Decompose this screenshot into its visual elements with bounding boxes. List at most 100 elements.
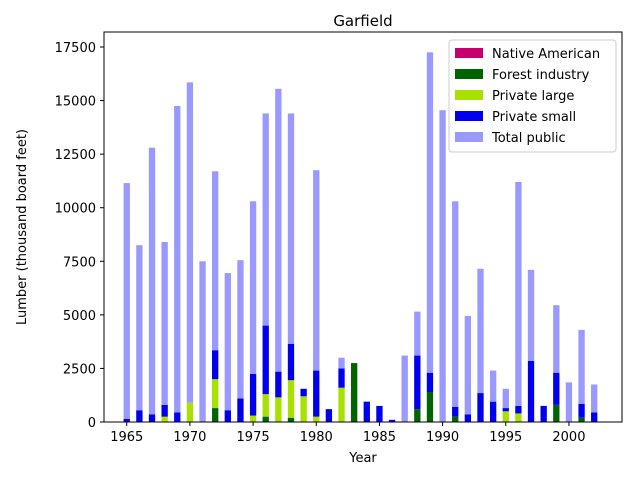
y-axis-label: Lumber (thousand board feet) xyxy=(15,129,30,325)
x-tick-label: 1990 xyxy=(426,430,459,445)
x-tick-label: 1995 xyxy=(489,430,522,445)
y-tick-label: 17500 xyxy=(55,41,96,56)
bar-forest-industry-1999 xyxy=(553,404,560,422)
bar-private-small-1977 xyxy=(275,371,282,398)
y-tick-label: 0 xyxy=(88,416,96,431)
y-tick-label: 12500 xyxy=(55,148,96,163)
bar-private-small-1973 xyxy=(224,410,231,422)
bar-private-small-1968 xyxy=(161,404,168,417)
y-tick-label: 7500 xyxy=(63,255,96,270)
bar-private-large-1976 xyxy=(262,394,269,417)
bar-private-small-1974 xyxy=(237,398,244,422)
bar-total-public-1969 xyxy=(174,105,181,413)
bar-total-public-1990 xyxy=(439,110,446,422)
bar-private-small-1994 xyxy=(489,401,497,422)
bar-private-large-1975 xyxy=(249,415,257,422)
bar-forest-industry-1991 xyxy=(452,416,459,422)
bar-total-public-1966 xyxy=(136,245,143,411)
bar-private-small-2001 xyxy=(578,403,585,418)
bar-total-public-1973 xyxy=(224,273,231,411)
bar-private-large-1968 xyxy=(161,416,168,422)
legend-entry: Native American xyxy=(492,47,600,62)
bar-private-small-1975 xyxy=(249,373,257,416)
bar-private-small-2002 xyxy=(591,412,598,422)
bar-private-large-1996 xyxy=(515,413,522,422)
bar-total-public-1977 xyxy=(275,88,282,372)
legend: Native American Forest industry Private la… xyxy=(448,39,617,153)
bar-private-small-1991 xyxy=(452,407,459,417)
y-tick-label: 5000 xyxy=(63,309,96,324)
bar-private-large-1970 xyxy=(186,402,194,422)
bar-private-small-1979 xyxy=(300,388,307,397)
bar-total-public-2001 xyxy=(578,329,585,404)
bar-total-public-1991 xyxy=(452,201,459,407)
bar-private-large-1980 xyxy=(313,416,320,422)
bar-private-small-1995 xyxy=(502,408,509,412)
bar-private-small-1978 xyxy=(287,343,295,381)
x-tick-label: 1965 xyxy=(110,430,143,445)
legend-frame xyxy=(448,39,617,153)
bar-private-large-1978 xyxy=(287,380,295,418)
plot-frame xyxy=(103,31,623,423)
x-tick-label: 1975 xyxy=(237,430,270,445)
bar-private-small-1981 xyxy=(325,409,333,422)
bar-total-public-1980 xyxy=(313,170,320,371)
legend-swatch xyxy=(455,132,483,142)
bar-total-public-2002 xyxy=(591,384,598,413)
chart-title: Garfield xyxy=(333,12,392,30)
bar-private-large-1977 xyxy=(275,397,282,422)
bar-forest-industry-2001 xyxy=(578,417,585,422)
bar-private-small-1986 xyxy=(388,419,396,422)
bar-forest-industry-1989 xyxy=(426,392,434,422)
bar-private-small-1982 xyxy=(338,368,345,388)
bar-total-public-1999 xyxy=(553,305,560,373)
bar-forest-industry-1976 xyxy=(262,416,269,422)
bar-total-public-1996 xyxy=(515,182,522,406)
bar-private-large-1979 xyxy=(300,396,307,422)
bar-private-small-1980 xyxy=(313,370,320,417)
bar-forest-industry-1978 xyxy=(287,417,295,422)
y-tick-label: 2500 xyxy=(63,362,96,377)
legend-entry: Private large xyxy=(492,89,574,104)
bar-total-public-1967 xyxy=(148,147,156,415)
bar-total-public-1989 xyxy=(426,52,434,373)
legend-swatch xyxy=(455,90,483,100)
bar-private-small-1969 xyxy=(174,412,181,422)
bar-private-small-1967 xyxy=(148,414,156,422)
bar-private-small-1997 xyxy=(527,360,535,422)
bar-total-public-1972 xyxy=(212,171,219,351)
bar-total-public-1965 xyxy=(123,183,130,419)
y-tick-label: 15000 xyxy=(55,95,96,110)
bar-private-large-1972 xyxy=(212,379,219,409)
bar-total-public-2000 xyxy=(565,382,573,422)
bar-private-small-1989 xyxy=(426,372,434,392)
bar-total-public-1987 xyxy=(401,355,408,422)
bar-total-public-1988 xyxy=(414,311,421,356)
bar-total-public-1992 xyxy=(464,315,472,415)
bar-private-large-1982 xyxy=(338,387,345,422)
bar-total-public-1993 xyxy=(477,268,484,394)
bar-private-small-1972 xyxy=(212,350,219,380)
legend-entry: Total public xyxy=(491,131,566,146)
bar-total-public-1982 xyxy=(338,357,345,369)
legend-swatch xyxy=(455,48,483,58)
x-tick-label: 1970 xyxy=(173,430,206,445)
bar-total-public-1976 xyxy=(262,113,269,326)
bar-private-small-1992 xyxy=(464,414,472,422)
y-tick-label: 10000 xyxy=(55,202,96,217)
x-axis-ticks: 1965 1970 1975 1980 1985 1990 1995 2000 xyxy=(110,422,585,445)
bar-total-public-1970 xyxy=(186,82,194,403)
legend-entry: Private small xyxy=(492,110,576,125)
bar-forest-industry-1983 xyxy=(350,363,358,422)
legend-swatch xyxy=(455,111,483,121)
bar-total-public-1978 xyxy=(287,113,295,344)
x-tick-label: 1980 xyxy=(300,430,333,445)
bar-private-small-1999 xyxy=(553,372,560,405)
bar-private-small-1976 xyxy=(262,325,269,395)
bar-total-public-1968 xyxy=(161,242,168,405)
bar-private-small-1988 xyxy=(414,355,421,410)
x-tick-label: 2000 xyxy=(552,430,585,445)
bar-private-large-1995 xyxy=(502,411,509,422)
bars-group xyxy=(123,52,598,422)
